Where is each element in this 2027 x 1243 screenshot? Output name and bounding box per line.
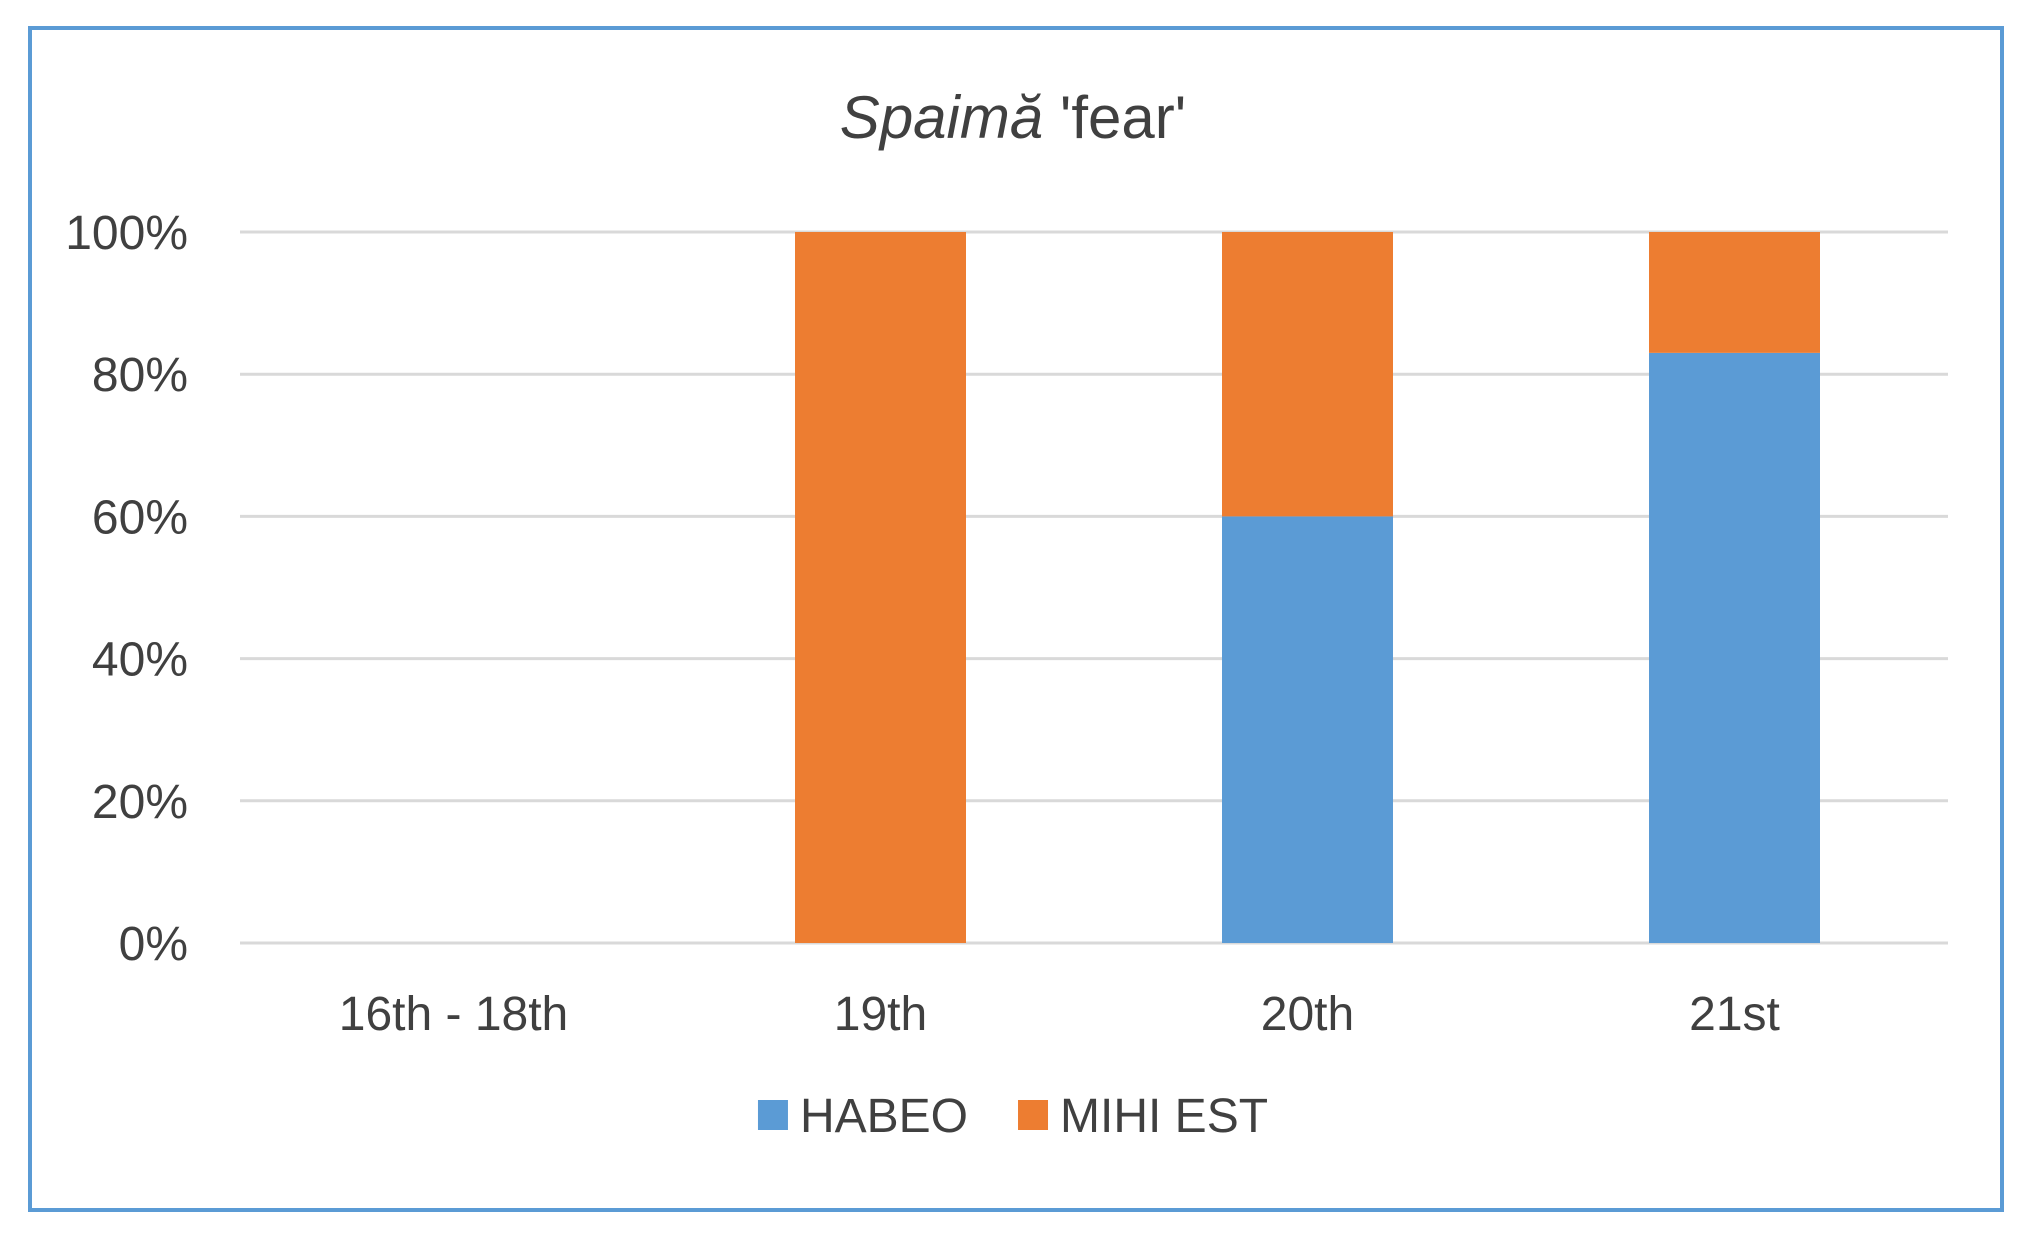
legend-swatch <box>1018 1100 1049 1130</box>
chart-title-italic: Spaimă <box>840 84 1043 151</box>
legend-swatch <box>757 1100 788 1130</box>
y-tick-label: 80% <box>92 349 188 402</box>
bar-mihi-est <box>795 232 966 943</box>
legend-label: MIHI EST <box>1060 1090 1268 1143</box>
chart-title: Spaimă 'fear' <box>840 84 1186 151</box>
x-tick-label: 20th <box>1261 988 1354 1041</box>
y-tick-label: 60% <box>92 491 188 544</box>
legend: HABEO MIHI EST <box>757 1090 1268 1143</box>
bars <box>795 232 1820 943</box>
y-tick-labels: 0% 20% 40% 60% 80% 100% <box>65 207 188 971</box>
bar-habeo <box>1649 352 1820 943</box>
y-tick-label: 0% <box>119 918 188 971</box>
x-tick-label: 16th - 18th <box>339 988 569 1041</box>
bar-mihi-est <box>1649 232 1820 353</box>
y-tick-label: 40% <box>92 634 188 687</box>
x-tick-labels: 16th - 18th 19th 20th 21st <box>339 988 1780 1041</box>
x-tick-label: 19th <box>834 988 927 1041</box>
legend-label: HABEO <box>800 1090 968 1143</box>
chart-title-rest: 'fear' <box>1043 84 1186 151</box>
x-tick-label: 21st <box>1689 988 1780 1041</box>
y-tick-label: 20% <box>92 776 188 829</box>
y-tick-label: 100% <box>65 207 188 260</box>
bar-mihi-est <box>1222 232 1393 517</box>
bar-habeo <box>1222 516 1393 943</box>
